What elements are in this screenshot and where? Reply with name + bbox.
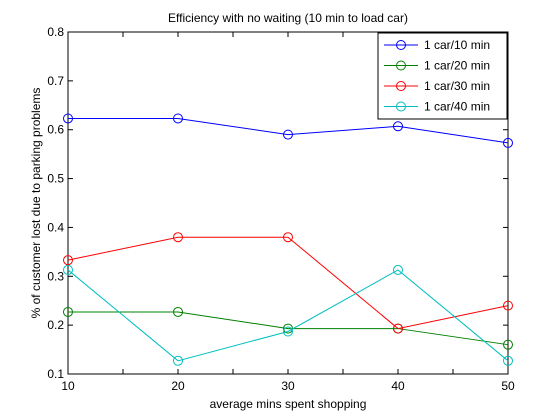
y-tick-label: 0.5 <box>47 172 64 186</box>
x-tick-label: 50 <box>501 379 515 393</box>
y-axis-label: % of customer lost due to parking proble… <box>29 88 43 319</box>
x-tick-label: 10 <box>61 379 75 393</box>
y-tick-label: 0.7 <box>47 74 64 88</box>
x-tick-label: 20 <box>171 379 185 393</box>
y-tick-label: 0.1 <box>47 367 64 381</box>
y-tick-label: 0.8 <box>47 25 64 39</box>
chart-title: Efficiency with no waiting (10 min to lo… <box>168 11 408 25</box>
y-tick-label: 0.2 <box>47 318 64 332</box>
x-tick-label: 30 <box>281 379 295 393</box>
y-tick-label: 0.4 <box>47 220 64 234</box>
y-tick-label: 0.6 <box>47 123 64 137</box>
legend: 1 car/10 min 1 car/20 min 1 car/30 min 1 ca… <box>378 33 507 119</box>
legend-label: 1 car/40 min <box>424 100 490 114</box>
y-tick-label: 0.3 <box>47 269 64 283</box>
x-axis-label: average mins spent shopping <box>210 397 367 411</box>
x-tick-label: 40 <box>391 379 405 393</box>
legend-label: 1 car/20 min <box>424 59 490 73</box>
legend-label: 1 car/30 min <box>424 79 490 93</box>
legend-label: 1 car/10 min <box>424 38 490 52</box>
